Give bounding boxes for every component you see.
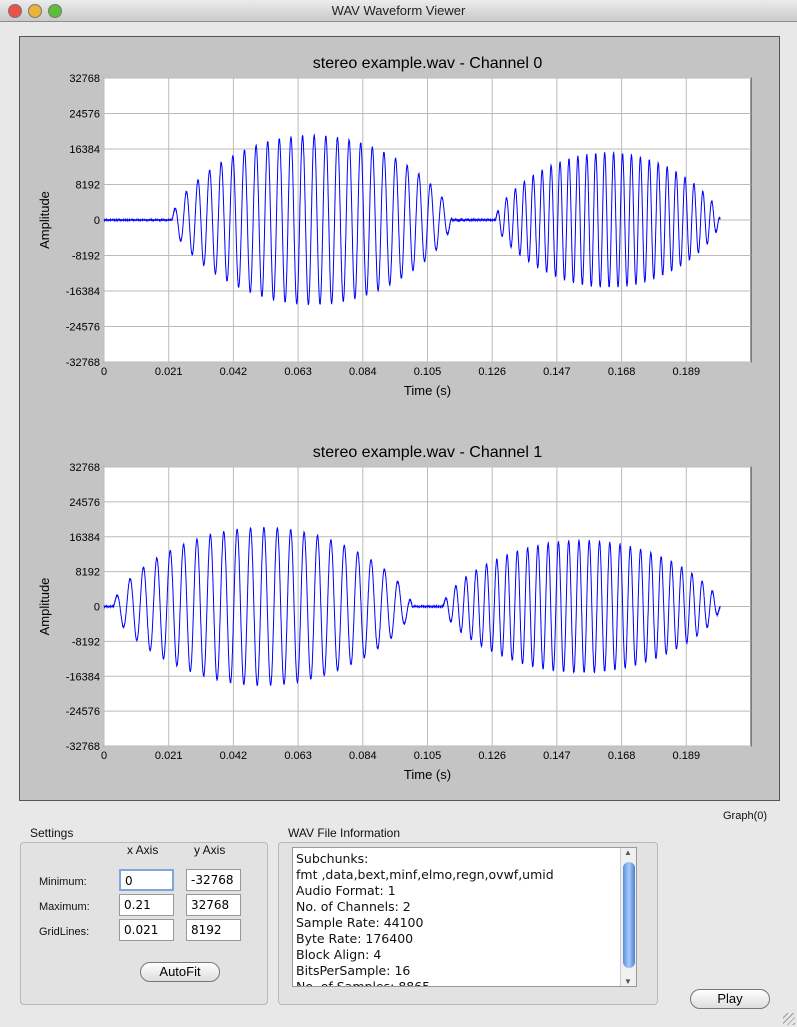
settings-title: Settings xyxy=(30,826,74,840)
info-line: BitsPerSample: 16 xyxy=(296,963,411,978)
y-max-input[interactable]: 32768 xyxy=(186,894,241,916)
chart-title: stereo example.wav - Channel 1 xyxy=(313,444,543,461)
y-axis-header: y Axis xyxy=(194,843,226,857)
title-bar: WAV Waveform Viewer xyxy=(0,0,797,22)
resize-grip-icon[interactable] xyxy=(783,1013,795,1025)
gridlines-label: GridLines: xyxy=(39,926,90,938)
info-textarea[interactable]: Subchunks: fmt ,data,bext,minf,elmo,regn… xyxy=(292,847,637,987)
x-tick-label: 0.042 xyxy=(220,750,248,762)
maximum-label: Maximum: xyxy=(39,901,90,913)
x-tick-label: 0.189 xyxy=(673,366,701,378)
y-tick-label: -24576 xyxy=(66,706,100,718)
y-tick-label: 0 xyxy=(94,602,100,614)
y-axis-label: Amplitude xyxy=(37,578,52,636)
x-axis-header: x Axis xyxy=(127,843,159,857)
x-tick-label: 0.063 xyxy=(284,750,312,762)
y-tick-label: -8192 xyxy=(72,636,100,648)
info-scrollbar[interactable]: ▲ ▼ xyxy=(620,848,636,986)
y-tick-label: -32768 xyxy=(66,741,100,753)
x-min-input[interactable]: 0 xyxy=(119,869,174,891)
scroll-thumb[interactable] xyxy=(623,862,635,968)
y-axis-label: Amplitude xyxy=(37,191,52,249)
info-line: No. of Channels: 2 xyxy=(296,899,411,914)
y-tick-label: -16384 xyxy=(66,286,100,298)
info-line: Byte Rate: 176400 xyxy=(296,931,414,946)
y-tick-label: 8192 xyxy=(76,567,100,579)
info-title: WAV File Information xyxy=(288,826,401,840)
x-tick-label: 0.042 xyxy=(220,366,248,378)
x-tick-label: 0.063 xyxy=(284,366,312,378)
y-tick-label: -16384 xyxy=(66,671,100,683)
x-tick-label: 0.168 xyxy=(608,366,636,378)
chart-1: stereo example.wav - Channel 1 0 0.021 0.04… xyxy=(37,444,752,782)
y-tick-label: 16384 xyxy=(69,532,100,544)
x-tick-label: 0.147 xyxy=(543,366,571,378)
chart-title: stereo example.wav - Channel 0 xyxy=(313,55,543,72)
x-tick-label: 0.105 xyxy=(414,750,442,762)
info-line: Audio Format: 1 xyxy=(296,883,396,898)
x-tick-label: 0.168 xyxy=(608,750,636,762)
scroll-down-icon[interactable]: ▼ xyxy=(624,977,632,986)
x-tick-label: 0.147 xyxy=(543,750,571,762)
waveform-charts: stereo example.wav - Channel 0 0 0.021 0.04… xyxy=(37,55,752,782)
x-axis-label: Time (s) xyxy=(404,767,451,782)
y-min-input[interactable]: -32768 xyxy=(186,869,241,891)
info-line: Sample Rate: 44100 xyxy=(296,915,424,930)
autofit-button[interactable]: AutoFit xyxy=(140,962,220,982)
y-tick-label: -24576 xyxy=(66,322,100,334)
close-button[interactable] xyxy=(8,4,22,18)
y-tick-label: -32768 xyxy=(66,357,100,369)
y-tick-label: 32768 xyxy=(69,462,100,474)
y-tick-label: 32768 xyxy=(69,73,100,85)
info-line: Block Align: 4 xyxy=(296,947,382,962)
window-title: WAV Waveform Viewer xyxy=(331,3,466,18)
graph-label: Graph(0) xyxy=(723,810,768,822)
y-tick-label: 24576 xyxy=(69,497,100,509)
chart-0: stereo example.wav - Channel 0 0 0.021 0.04… xyxy=(37,55,752,398)
x-grid-input[interactable]: 0.021 xyxy=(119,919,174,941)
scroll-up-icon[interactable]: ▲ xyxy=(624,848,632,857)
waveform-line xyxy=(103,526,721,687)
x-tick-label: 0.084 xyxy=(349,366,377,378)
y-grid-input[interactable]: 8192 xyxy=(186,919,241,941)
y-tick-label: -8192 xyxy=(72,251,100,263)
minimum-label: Minimum: xyxy=(39,876,87,888)
x-tick-label: 0.105 xyxy=(414,366,442,378)
x-axis-label: Time (s) xyxy=(404,383,451,398)
x-max-input[interactable]: 0.21 xyxy=(119,894,174,916)
minimize-button[interactable] xyxy=(28,4,42,18)
x-tick-label: 0.126 xyxy=(478,366,506,378)
x-tick-label: 0 xyxy=(101,750,107,762)
graph-panel: stereo example.wav - Channel 0 0 0.021 0.04… xyxy=(19,36,780,801)
x-tick-label: 0.084 xyxy=(349,750,377,762)
y-tick-label: 0 xyxy=(94,215,100,227)
x-tick-label: 0.021 xyxy=(155,750,183,762)
x-tick-label: 0 xyxy=(101,366,107,378)
y-tick-label: 8192 xyxy=(76,180,100,192)
x-tick-label: 0.126 xyxy=(478,750,506,762)
info-line: No. of Samples: 8865 xyxy=(296,979,431,987)
y-tick-label: 24576 xyxy=(69,109,100,121)
info-line: Subchunks: xyxy=(296,851,369,866)
info-line: fmt ,data,bext,minf,elmo,regn,ovwf,umid xyxy=(296,867,554,882)
x-tick-label: 0.189 xyxy=(673,750,701,762)
y-tick-label: 16384 xyxy=(69,144,100,156)
x-tick-label: 0.021 xyxy=(155,366,183,378)
play-button[interactable]: Play xyxy=(690,989,770,1009)
zoom-button[interactable] xyxy=(48,4,62,18)
waveform-line xyxy=(103,133,721,305)
